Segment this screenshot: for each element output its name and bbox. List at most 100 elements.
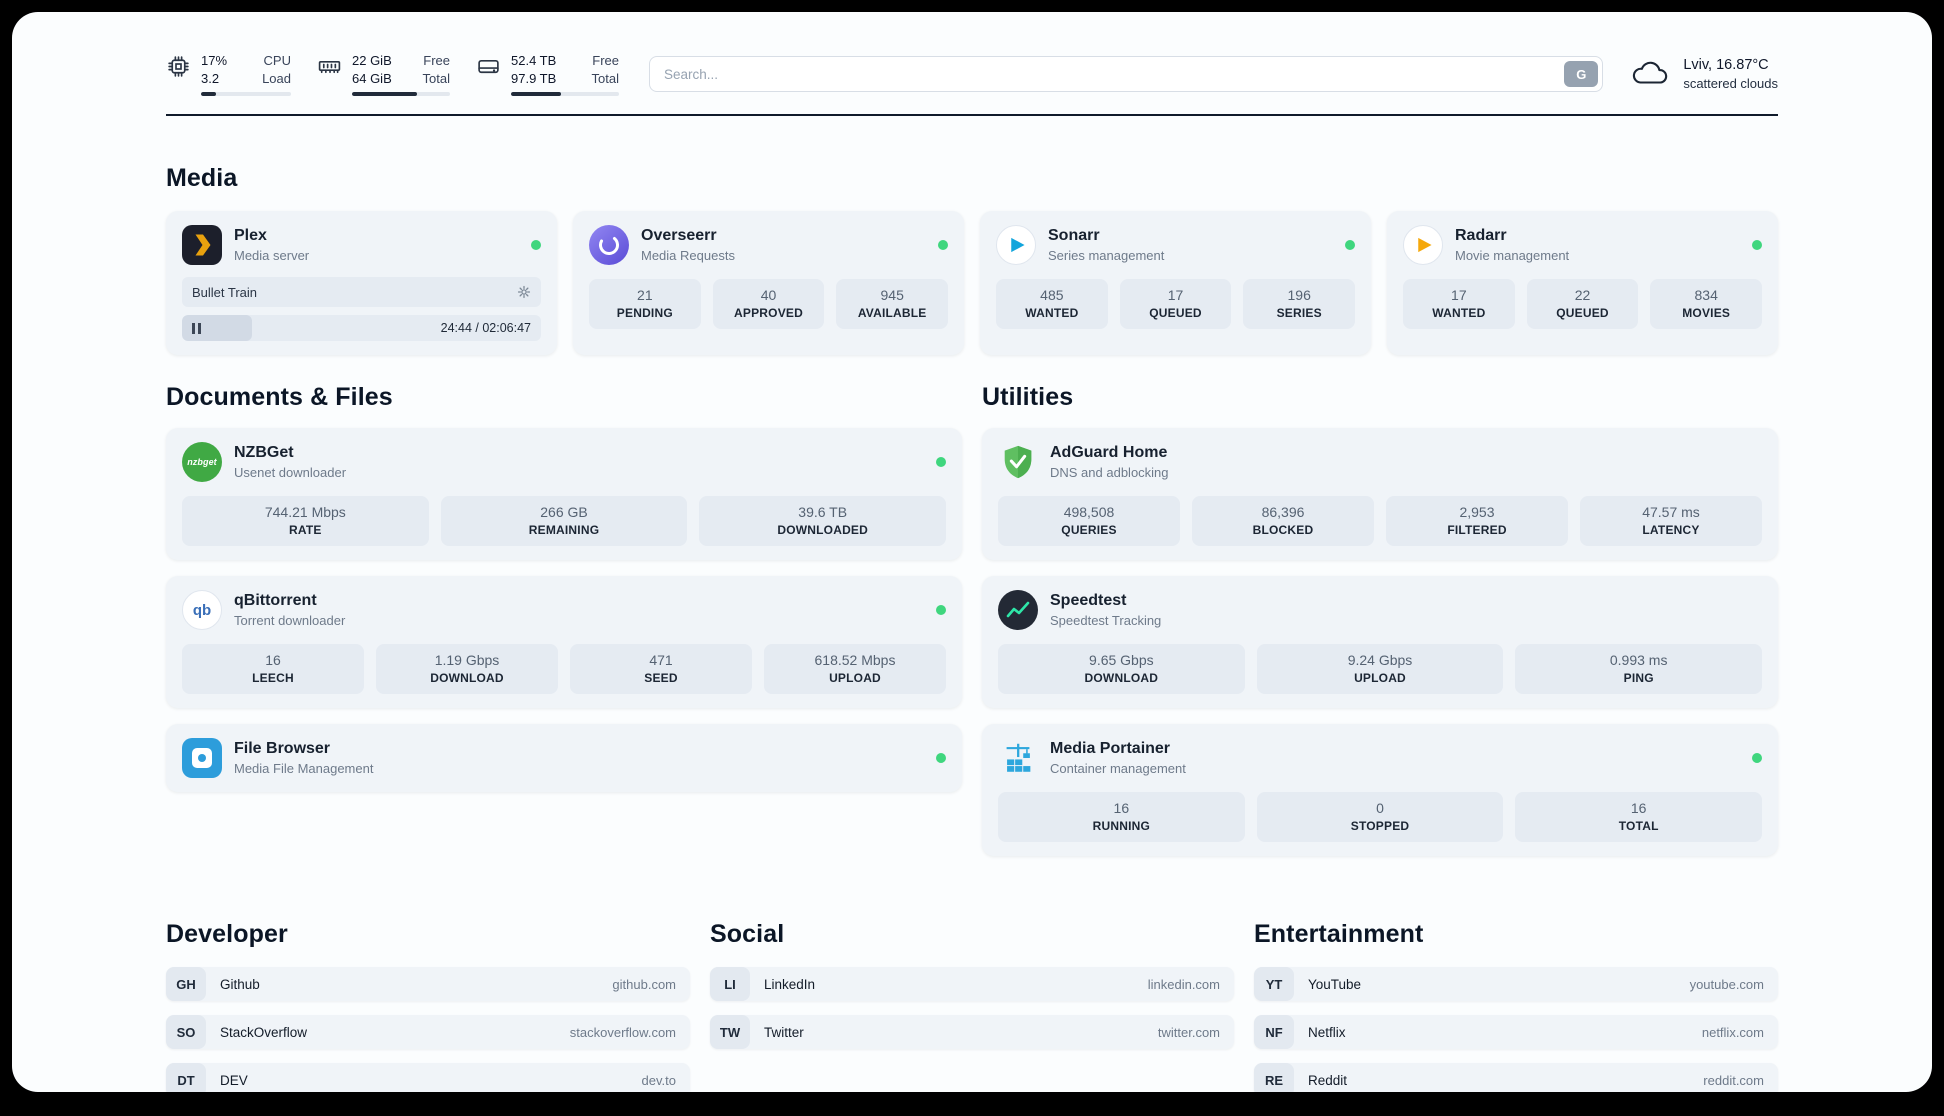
app-card-qbittorrent[interactable]: qb qBittorrent Torrent downloader 16 LEE… xyxy=(166,576,962,709)
disk-label-bottom: Total xyxy=(591,70,619,86)
stat-value: 1.19 Gbps xyxy=(434,652,500,669)
cpu-icon xyxy=(166,54,191,79)
bookmark-abbr: RE xyxy=(1254,1063,1294,1092)
cpu-progress-fill xyxy=(201,92,217,97)
stat-tile: 17 QUEUED xyxy=(1119,279,1232,330)
bookmark-stackoverflow[interactable]: SO StackOverflow stackoverflow.com xyxy=(166,1015,690,1050)
bookmark-name: YouTube xyxy=(1308,976,1362,992)
disk-stats: 52.4 TB Free 97.9 TB Total xyxy=(511,52,619,97)
stat-value: 266 GB xyxy=(540,504,588,521)
stats-row: 17 WANTED 22 QUEUED 834 MOVIES xyxy=(1403,279,1763,330)
cpu-label-top: CPU xyxy=(263,53,291,68)
app-subtitle: Container management xyxy=(1050,761,1186,777)
card-title-block: Sonarr Series management xyxy=(1048,227,1164,263)
bookmark-group-entertainment: Entertainment YT YouTube youtube.com NF … xyxy=(1254,920,1778,1092)
memory-free-value: 22 GiB xyxy=(352,53,392,68)
gear-icon[interactable] xyxy=(517,285,531,299)
stat-tile: 2,953 FILTERED xyxy=(1386,496,1568,547)
stat-label: LEECH xyxy=(252,671,294,686)
stat-tile: 0.993 ms PING xyxy=(1515,644,1763,695)
app-card-adguard[interactable]: AdGuard Home DNS and adblocking 498,508 … xyxy=(982,428,1778,561)
stat-tile: 834 MOVIES xyxy=(1650,279,1763,330)
stat-label: SERIES xyxy=(1276,306,1322,321)
bookmark-dev[interactable]: DT DEV dev.to xyxy=(166,1063,690,1092)
card-header: Radarr Movie management xyxy=(1403,225,1762,266)
stat-tile: 21 PENDING xyxy=(589,279,701,330)
portainer-crane-icon xyxy=(998,738,1038,778)
app-card-sonarr[interactable]: Sonarr Series management 485 WANTED 17 Q… xyxy=(980,211,1371,356)
bookmark-reddit[interactable]: RE Reddit reddit.com xyxy=(1254,1063,1778,1092)
stat-value: 834 xyxy=(1694,287,1718,304)
stat-value: 86,396 xyxy=(1261,504,1305,521)
bookmark-linkedin[interactable]: LI LinkedIn linkedin.com xyxy=(710,967,1234,1002)
search-engine-button[interactable]: G xyxy=(1564,61,1599,88)
bookmark-name: StackOverflow xyxy=(220,1024,308,1040)
bookmark-name: LinkedIn xyxy=(764,976,816,992)
stat-value: 16 xyxy=(1630,800,1647,817)
weather-widget: Lviv, 16.87°C scattered clouds xyxy=(1629,57,1778,92)
search-input[interactable] xyxy=(649,56,1604,93)
memory-row-top: 22 GiB Free xyxy=(352,52,450,70)
cpu-load-value: 3.2 xyxy=(201,70,220,86)
stat-tile: 618.52 Mbps UPLOAD xyxy=(764,644,946,695)
status-dot xyxy=(1752,753,1762,764)
stat-value: 2,953 xyxy=(1459,504,1495,521)
stat-value: 945 xyxy=(880,287,904,304)
memory-icon xyxy=(317,54,342,79)
stat-value: 0 xyxy=(1376,800,1384,817)
stat-label: REMAINING xyxy=(528,523,600,538)
card-header: nzbget NZBGet Usenet downloader xyxy=(182,442,946,483)
stat-value: 17 xyxy=(1451,287,1467,304)
app-card-radarr[interactable]: Radarr Movie management 17 WANTED 22 QUE… xyxy=(1387,211,1778,356)
stat-tile: 266 GB REMAINING xyxy=(440,496,688,547)
app-name: Overseerr xyxy=(641,227,717,245)
app-subtitle: Torrent downloader xyxy=(234,613,346,629)
bookmark-abbr: TW xyxy=(710,1015,750,1050)
app-subtitle: Series management xyxy=(1048,248,1165,264)
stat-tile: 22 QUEUED xyxy=(1526,279,1639,330)
section-title-utilities: Utilities xyxy=(982,383,1074,412)
stat-label: WANTED xyxy=(1432,306,1486,321)
filebrowser-icon-inner xyxy=(192,748,212,769)
nzbget-icon: nzbget xyxy=(182,442,222,483)
bookmark-youtube[interactable]: YT YouTube youtube.com xyxy=(1254,967,1778,1002)
stat-value: 485 xyxy=(1040,287,1064,304)
app-card-nzbget[interactable]: nzbget NZBGet Usenet downloader 744.21 M… xyxy=(166,428,962,561)
section-title-entertainment: Entertainment xyxy=(1254,920,1424,949)
app-card-portainer[interactable]: Media Portainer Container management 16 … xyxy=(982,724,1778,857)
memory-label-bottom: Total xyxy=(422,70,450,86)
card-header: Plex Media server xyxy=(182,225,541,266)
app-name: Plex xyxy=(234,227,267,245)
bookmark-github[interactable]: GH Github github.com xyxy=(166,967,690,1002)
stat-label: UPLOAD xyxy=(1354,671,1406,686)
stat-label: DOWNLOAD xyxy=(1084,671,1159,686)
nzbget-icon-text: nzbget xyxy=(187,457,217,468)
adguard-shield-icon xyxy=(998,442,1038,482)
status-dot xyxy=(936,753,946,764)
app-card-filebrowser[interactable]: File Browser Media File Management xyxy=(166,724,962,793)
app-card-plex[interactable]: Plex Media server Bullet Train 24:44 / 0… xyxy=(166,211,557,356)
stat-tile: 196 SERIES xyxy=(1243,279,1356,330)
stat-value: 471 xyxy=(649,652,673,669)
app-card-overseerr[interactable]: Overseerr Media Requests 21 PENDING 40 A… xyxy=(573,211,964,356)
stat-label: QUEUED xyxy=(1556,306,1609,321)
bookmark-name: Reddit xyxy=(1308,1072,1348,1088)
bookmark-netflix[interactable]: NF Netflix netflix.com xyxy=(1254,1015,1778,1050)
stat-tile: 0 STOPPED xyxy=(1256,792,1504,843)
app-card-speedtest[interactable]: Speedtest Speedtest Tracking 9.65 Gbps D… xyxy=(982,576,1778,709)
card-title-block: AdGuard Home DNS and adblocking xyxy=(1050,444,1169,480)
card-header: qb qBittorrent Torrent downloader xyxy=(182,590,946,631)
stat-label: RUNNING xyxy=(1092,819,1151,834)
section-title-developer: Developer xyxy=(166,920,288,949)
stat-value: 196 xyxy=(1287,287,1311,304)
playback-progress-bar: 24:44 / 02:06:47 xyxy=(182,315,541,342)
media-grid: Plex Media server Bullet Train 24:44 / 0… xyxy=(166,211,1778,356)
bookmark-twitter[interactable]: TW Twitter twitter.com xyxy=(710,1015,1234,1050)
card-title-block: Overseerr Media Requests xyxy=(641,227,735,263)
pause-icon[interactable] xyxy=(192,322,201,334)
stats-row: 16 RUNNING 0 STOPPED 16 TOTAL xyxy=(998,792,1763,843)
stat-tile: 16 LEECH xyxy=(182,644,364,695)
bookmark-name: DEV xyxy=(220,1072,248,1088)
disk-row-top: 52.4 TB Free xyxy=(511,52,619,70)
bookmark-name: Github xyxy=(220,976,260,992)
